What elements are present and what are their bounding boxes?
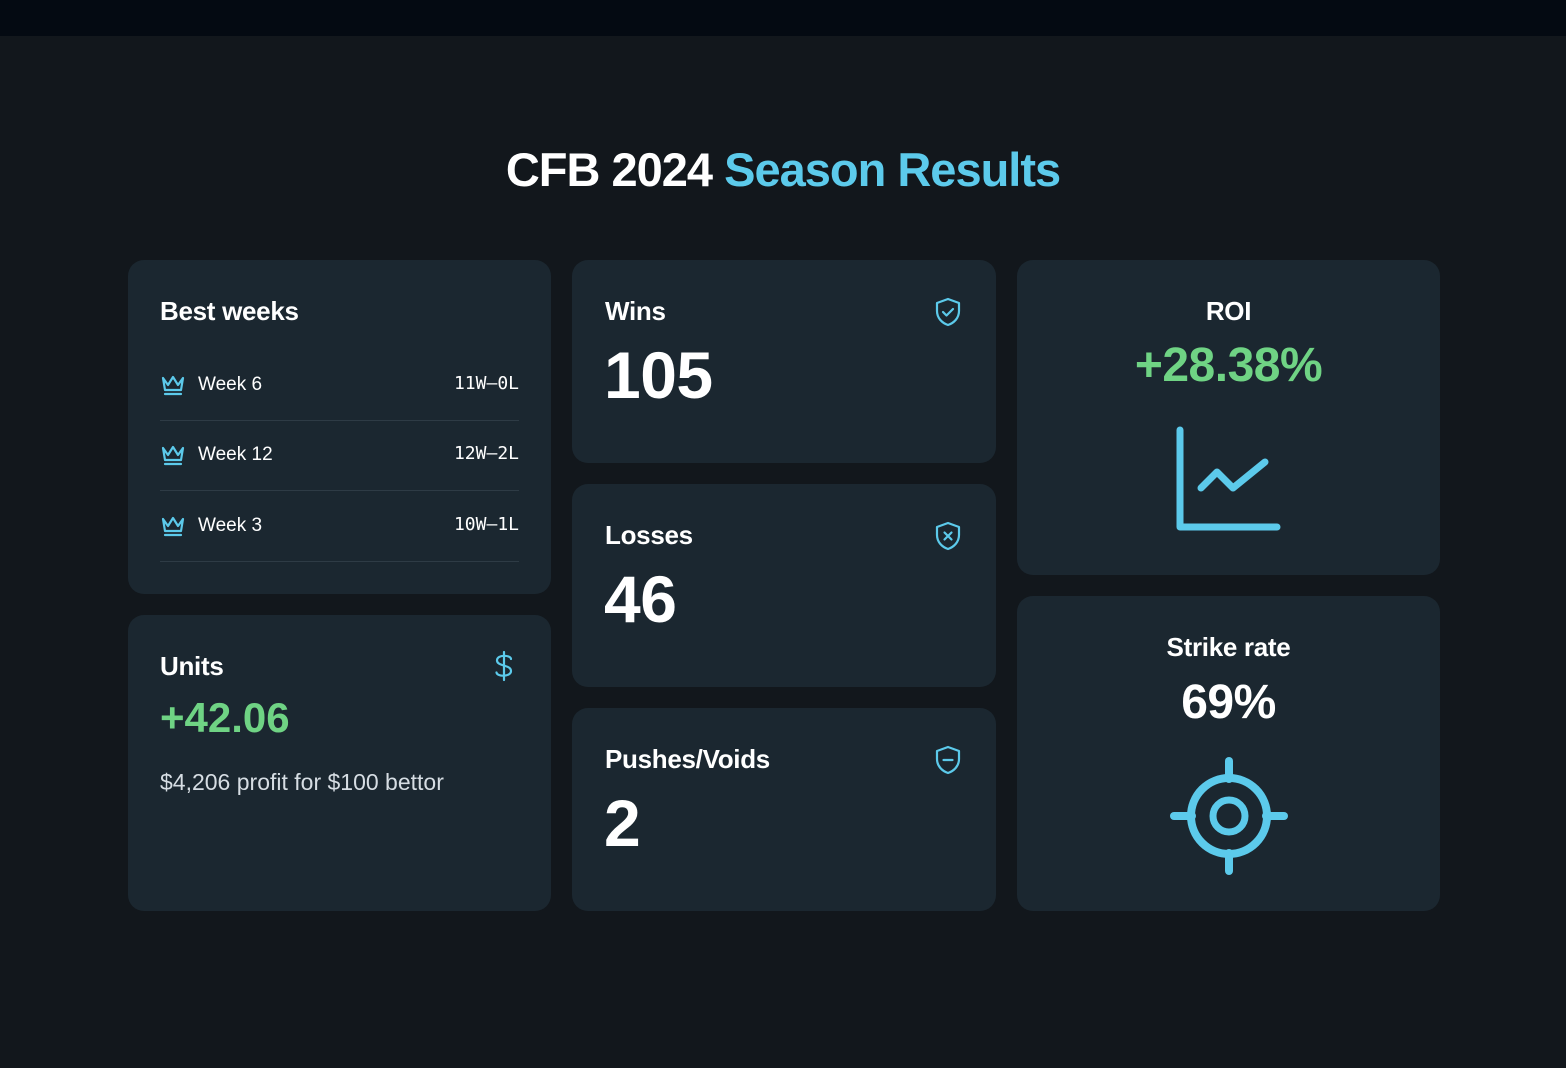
pushes-value: 2 bbox=[604, 786, 641, 860]
crown-icon bbox=[160, 373, 186, 402]
title-accent: Season Results bbox=[724, 143, 1061, 196]
crown-icon bbox=[160, 443, 186, 472]
pushes-card: Pushes/Voids 2 bbox=[572, 708, 996, 911]
shield-x-icon bbox=[932, 520, 964, 552]
week-name: Week 12 bbox=[198, 444, 273, 465]
title-main: CFB 2024 bbox=[505, 143, 713, 196]
shield-check-icon bbox=[932, 296, 964, 328]
best-weeks-label: Best weeks bbox=[160, 296, 299, 326]
week-row: Week 6 11W–0L bbox=[160, 351, 519, 421]
page-title: CFB 2024 Season Results bbox=[0, 140, 1566, 200]
strike-rate-value: 69% bbox=[1181, 676, 1276, 729]
units-label: Units bbox=[160, 651, 224, 681]
strike-rate-label: Strike rate bbox=[1166, 632, 1291, 662]
wins-value: 105 bbox=[604, 338, 713, 412]
week-record: 11W–0L bbox=[453, 373, 519, 394]
roi-value: +28.38% bbox=[1134, 339, 1323, 392]
week-record: 10W–1L bbox=[453, 514, 519, 535]
pushes-label: Pushes/Voids bbox=[605, 744, 770, 774]
strike-rate-card: Strike rate 69% bbox=[1017, 596, 1440, 911]
losses-label: Losses bbox=[605, 520, 693, 550]
dollar-icon bbox=[489, 649, 519, 683]
units-card: Units +42.06 $4,206 profit for $100 bett… bbox=[128, 615, 551, 911]
week-name: Week 3 bbox=[198, 515, 263, 536]
units-subtitle: $4,206 profit for $100 bettor bbox=[160, 769, 444, 795]
top-bar bbox=[0, 0, 1566, 36]
shield-minus-icon bbox=[932, 744, 964, 776]
losses-value: 46 bbox=[604, 562, 677, 636]
week-record: 12W–2L bbox=[453, 443, 519, 464]
wins-card: Wins 105 bbox=[572, 260, 996, 463]
roi-label: ROI bbox=[1205, 296, 1252, 326]
wins-label: Wins bbox=[605, 296, 666, 326]
crosshair-icon bbox=[1170, 757, 1288, 875]
crown-icon bbox=[160, 514, 186, 543]
losses-card: Losses 46 bbox=[572, 484, 996, 687]
units-value: +42.06 bbox=[160, 694, 290, 741]
week-name: Week 6 bbox=[198, 374, 263, 395]
week-row: Week 3 10W–1L bbox=[160, 491, 519, 562]
week-row: Week 12 12W–2L bbox=[160, 421, 519, 491]
chart-line-icon bbox=[1173, 424, 1285, 534]
best-weeks-card: Best weeks Week 6 11W–0L Week 12 12W–2L … bbox=[128, 260, 551, 594]
roi-card: ROI +28.38% bbox=[1017, 260, 1440, 575]
